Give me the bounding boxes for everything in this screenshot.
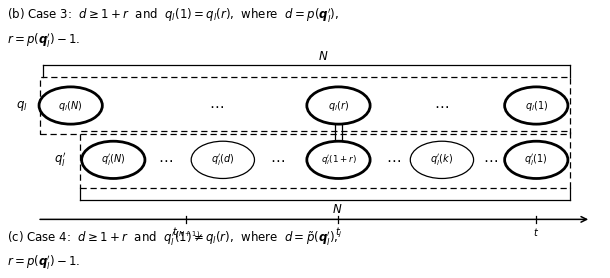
Text: $q_l^{\prime}(N)$: $q_l^{\prime}(N)$ <box>101 152 126 167</box>
Ellipse shape <box>82 141 145 178</box>
Text: $N$: $N$ <box>318 50 329 63</box>
Text: $q_l$: $q_l$ <box>16 98 28 113</box>
Ellipse shape <box>307 87 370 124</box>
Ellipse shape <box>307 141 370 178</box>
Text: (b) Case 3:  $d \geq 1+r$  and  $q_l(1) = q_l(r)$,  where  $d = p(\boldsymbol{q}: (b) Case 3: $d \geq 1+r$ and $q_l(1) = q… <box>7 7 339 49</box>
Text: $q_l^{\prime}(1+r)$: $q_l^{\prime}(1+r)$ <box>320 153 356 167</box>
Text: $\cdots$: $\cdots$ <box>483 152 498 167</box>
Text: $t_{(N+1)}$: $t_{(N+1)}$ <box>172 226 201 241</box>
Text: $q_l(1)$: $q_l(1)$ <box>525 98 548 113</box>
Text: $q_l^{\prime}(d)$: $q_l^{\prime}(d)$ <box>211 152 235 167</box>
Ellipse shape <box>411 141 473 178</box>
Ellipse shape <box>191 141 254 178</box>
Ellipse shape <box>39 87 102 124</box>
Text: (c) Case 4:  $d \geq 1+r$  and  $q_l^{\prime}(1) \neq q_l(r)$,  where  $d = \til: (c) Case 4: $d \geq 1+r$ and $q_l^{\prim… <box>7 230 339 272</box>
Text: $\cdots$: $\cdots$ <box>434 98 450 113</box>
Text: $q_l(r)$: $q_l(r)$ <box>328 98 349 113</box>
Ellipse shape <box>504 141 568 178</box>
Text: $N$: $N$ <box>332 203 342 216</box>
Text: $t$: $t$ <box>533 226 539 238</box>
Text: $q_l^{\prime}$: $q_l^{\prime}$ <box>54 151 66 169</box>
Text: $\cdots$: $\cdots$ <box>209 98 224 113</box>
Text: $t_j$: $t_j$ <box>335 226 342 240</box>
Text: $q_l(N)$: $q_l(N)$ <box>59 98 83 113</box>
Text: $q_l^{\prime}(1)$: $q_l^{\prime}(1)$ <box>525 152 548 167</box>
Ellipse shape <box>504 87 568 124</box>
Text: $q_l^{\prime}(k)$: $q_l^{\prime}(k)$ <box>430 152 454 167</box>
Text: $\cdots$: $\cdots$ <box>157 152 173 167</box>
Text: $\cdots$: $\cdots$ <box>386 152 401 167</box>
Text: $\cdots$: $\cdots$ <box>270 152 285 167</box>
